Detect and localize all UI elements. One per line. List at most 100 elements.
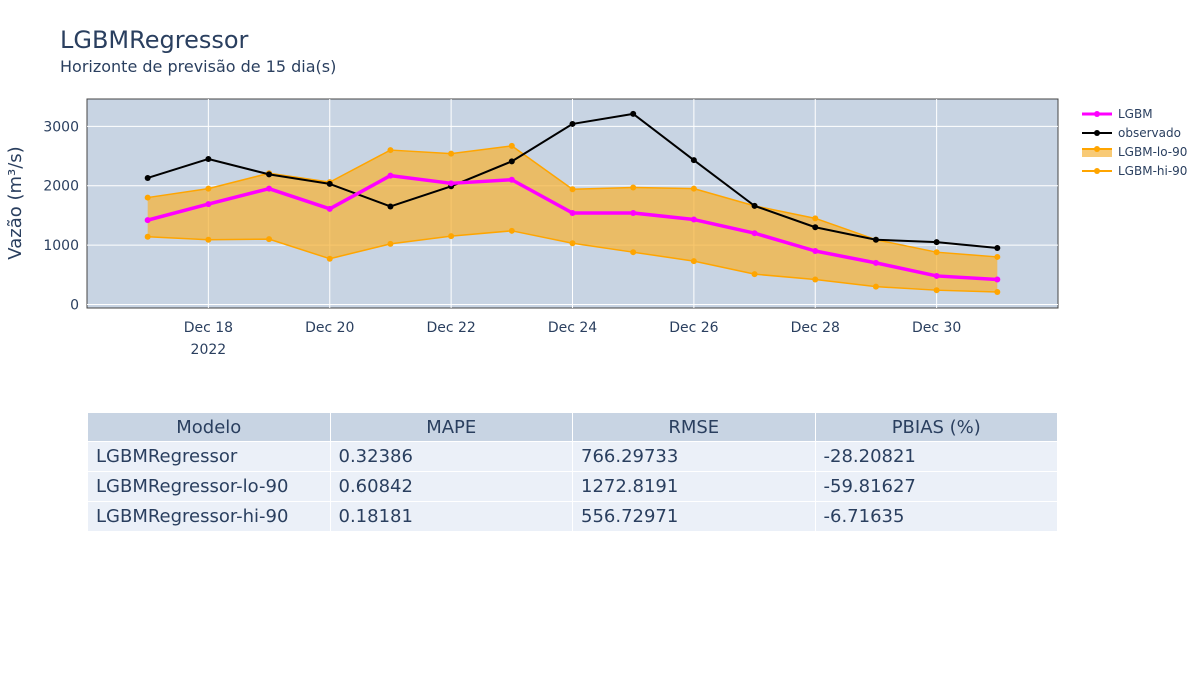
- data-point-lgbm-lo-90: [144, 233, 151, 240]
- data-point-observado: [144, 174, 151, 181]
- table-header-cell: Modelo: [87, 412, 331, 442]
- data-point-lgbm: [569, 210, 576, 216]
- table-cell: -59.81627: [814, 471, 1058, 502]
- data-point-lgbm-hi-90: [448, 150, 455, 157]
- table-cell: 1272.8191: [572, 471, 816, 502]
- data-point-lgbm-hi-90: [144, 194, 151, 201]
- data-point-lgbm-hi-90: [387, 147, 394, 154]
- table-header-cell: MAPE: [329, 412, 573, 442]
- confidence-band-fill: [147, 145, 998, 292]
- x-tick-label: Dec 28: [791, 320, 840, 336]
- data-point-lgbm-lo-90: [812, 276, 819, 283]
- data-point-observado: [751, 202, 758, 209]
- data-point-observado: [812, 224, 819, 231]
- legend-label-lgbm-lo-90: LGBM-lo-90: [1118, 144, 1188, 159]
- data-point-lgbm-lo-90: [266, 236, 273, 243]
- table-cell: -28.20821: [814, 441, 1058, 472]
- data-point-lgbm: [630, 210, 637, 216]
- legend-item-lgbm-hi-90[interactable]: LGBM-hi-90: [1082, 161, 1187, 180]
- chart-title: LGBMRegressor: [60, 26, 249, 54]
- data-point-observado: [326, 180, 333, 187]
- legend-item-observado[interactable]: observado: [1082, 123, 1187, 142]
- table-cell: LGBMRegressor-lo-90: [87, 471, 331, 502]
- data-point-lgbm: [933, 272, 940, 279]
- data-point-observado: [933, 239, 940, 246]
- data-point-lgbm-hi-90: [630, 184, 637, 191]
- data-point-lgbm-lo-90: [751, 271, 758, 278]
- table-cell: 0.18181: [329, 501, 573, 532]
- x-tick-label: Dec 20: [305, 320, 354, 336]
- data-point-observado: [994, 245, 1001, 252]
- data-point-lgbm: [872, 259, 879, 266]
- data-point-lgbm: [812, 248, 819, 254]
- data-point-lgbm-hi-90: [569, 186, 576, 193]
- table-header-cell: RMSE: [572, 412, 816, 442]
- y-tick-label: 0: [70, 297, 79, 313]
- data-point-observado: [266, 171, 273, 178]
- table-cell: 766.29733: [572, 441, 816, 472]
- axis-layer: Vazão (m³/s) 0 1000 2000 3000 Dec 18 2022 Dec …: [5, 119, 961, 358]
- data-point-lgbm: [690, 216, 697, 223]
- data-point-lgbm: [326, 205, 333, 212]
- data-point-observado: [205, 155, 212, 162]
- data-point-lgbm-hi-90: [508, 142, 515, 149]
- data-point-lgbm-lo-90: [508, 227, 515, 234]
- table-cell: 0.60842: [329, 471, 573, 502]
- chart-subtitle: Horizonte de previsão de 15 dia(s): [60, 57, 337, 76]
- data-point-lgbm: [448, 180, 455, 187]
- table-header-cell: PBIAS (%): [814, 412, 1058, 442]
- y-axis-label: Vazão (m³/s): [5, 146, 26, 259]
- data-point-lgbm-hi-90: [933, 249, 940, 256]
- table-cell: 556.72971: [572, 501, 816, 532]
- table-cell: LGBMRegressor: [87, 441, 331, 472]
- data-point-lgbm-lo-90: [933, 287, 940, 294]
- legend-swatch-lgbm-lo-90: [1082, 145, 1112, 157]
- x-tick-year-label: 2022: [191, 342, 227, 358]
- legend-label-observado: observado: [1118, 125, 1181, 140]
- series-lgbm: [144, 172, 1001, 283]
- data-point-lgbm-hi-90: [690, 185, 697, 192]
- data-point-lgbm-hi-90: [812, 215, 819, 222]
- series-layer: [144, 110, 1001, 295]
- series-lgbm-lo-90: [144, 227, 1001, 295]
- x-tick-label: Dec 18: [184, 320, 233, 336]
- data-point-lgbm-lo-90: [326, 255, 333, 262]
- y-tick-label: 2000: [43, 179, 79, 195]
- legend-item-lgbm[interactable]: LGBM: [1082, 104, 1187, 123]
- table-cell: LGBMRegressor-hi-90: [87, 501, 331, 532]
- data-point-lgbm-lo-90: [690, 258, 697, 265]
- legend-swatch-lgbm: [1082, 110, 1112, 117]
- legend-swatch-observado: [1082, 129, 1112, 136]
- table-cell: 0.32386: [329, 441, 573, 472]
- data-point-observado: [569, 120, 576, 127]
- legend-swatch-lgbm-hi-90: [1082, 167, 1112, 174]
- data-point-observado: [630, 110, 637, 117]
- data-point-lgbm-hi-90: [205, 185, 212, 192]
- table-header-row: Modelo MAPE RMSE PBIAS (%): [87, 412, 1058, 442]
- data-point-lgbm-lo-90: [994, 288, 1001, 295]
- x-tick-label: Dec 26: [669, 320, 718, 336]
- data-point-lgbm-hi-90: [994, 253, 1001, 260]
- data-point-lgbm-lo-90: [630, 249, 637, 256]
- table-row: LGBMRegressor 0.32386 766.29733 -28.2082…: [87, 441, 1058, 472]
- y-tick-label: 3000: [43, 119, 79, 135]
- data-point-lgbm: [266, 185, 273, 192]
- data-point-lgbm: [144, 217, 151, 224]
- data-point-lgbm-lo-90: [205, 236, 212, 243]
- data-point-observado: [508, 158, 515, 165]
- x-tick-label: Dec 22: [426, 320, 475, 336]
- table-row: LGBMRegressor-lo-90 0.60842 1272.8191 -5…: [87, 471, 1058, 502]
- series-observado: [144, 110, 1001, 252]
- metrics-table: Modelo MAPE RMSE PBIAS (%) LGBMRegressor…: [87, 412, 1058, 532]
- data-point-lgbm: [994, 276, 1001, 283]
- table-cell: -6.71635: [814, 501, 1058, 532]
- data-point-lgbm-lo-90: [448, 233, 455, 240]
- table-row: LGBMRegressor-hi-90 0.18181 556.72971 -6…: [87, 501, 1058, 532]
- legend-item-lgbm-lo-90[interactable]: LGBM-lo-90: [1082, 142, 1187, 161]
- chart-canvas: Vazão (m³/s) 0 1000 2000 3000 Dec 18 2022 Dec …: [5, 98, 1059, 358]
- confidence-band: [147, 145, 998, 292]
- legend-label-lgbm: LGBM: [1118, 106, 1153, 121]
- legend-label-lgbm-hi-90: LGBM-hi-90: [1118, 163, 1188, 178]
- x-tick-label: Dec 24: [548, 320, 597, 336]
- data-point-lgbm: [751, 230, 758, 237]
